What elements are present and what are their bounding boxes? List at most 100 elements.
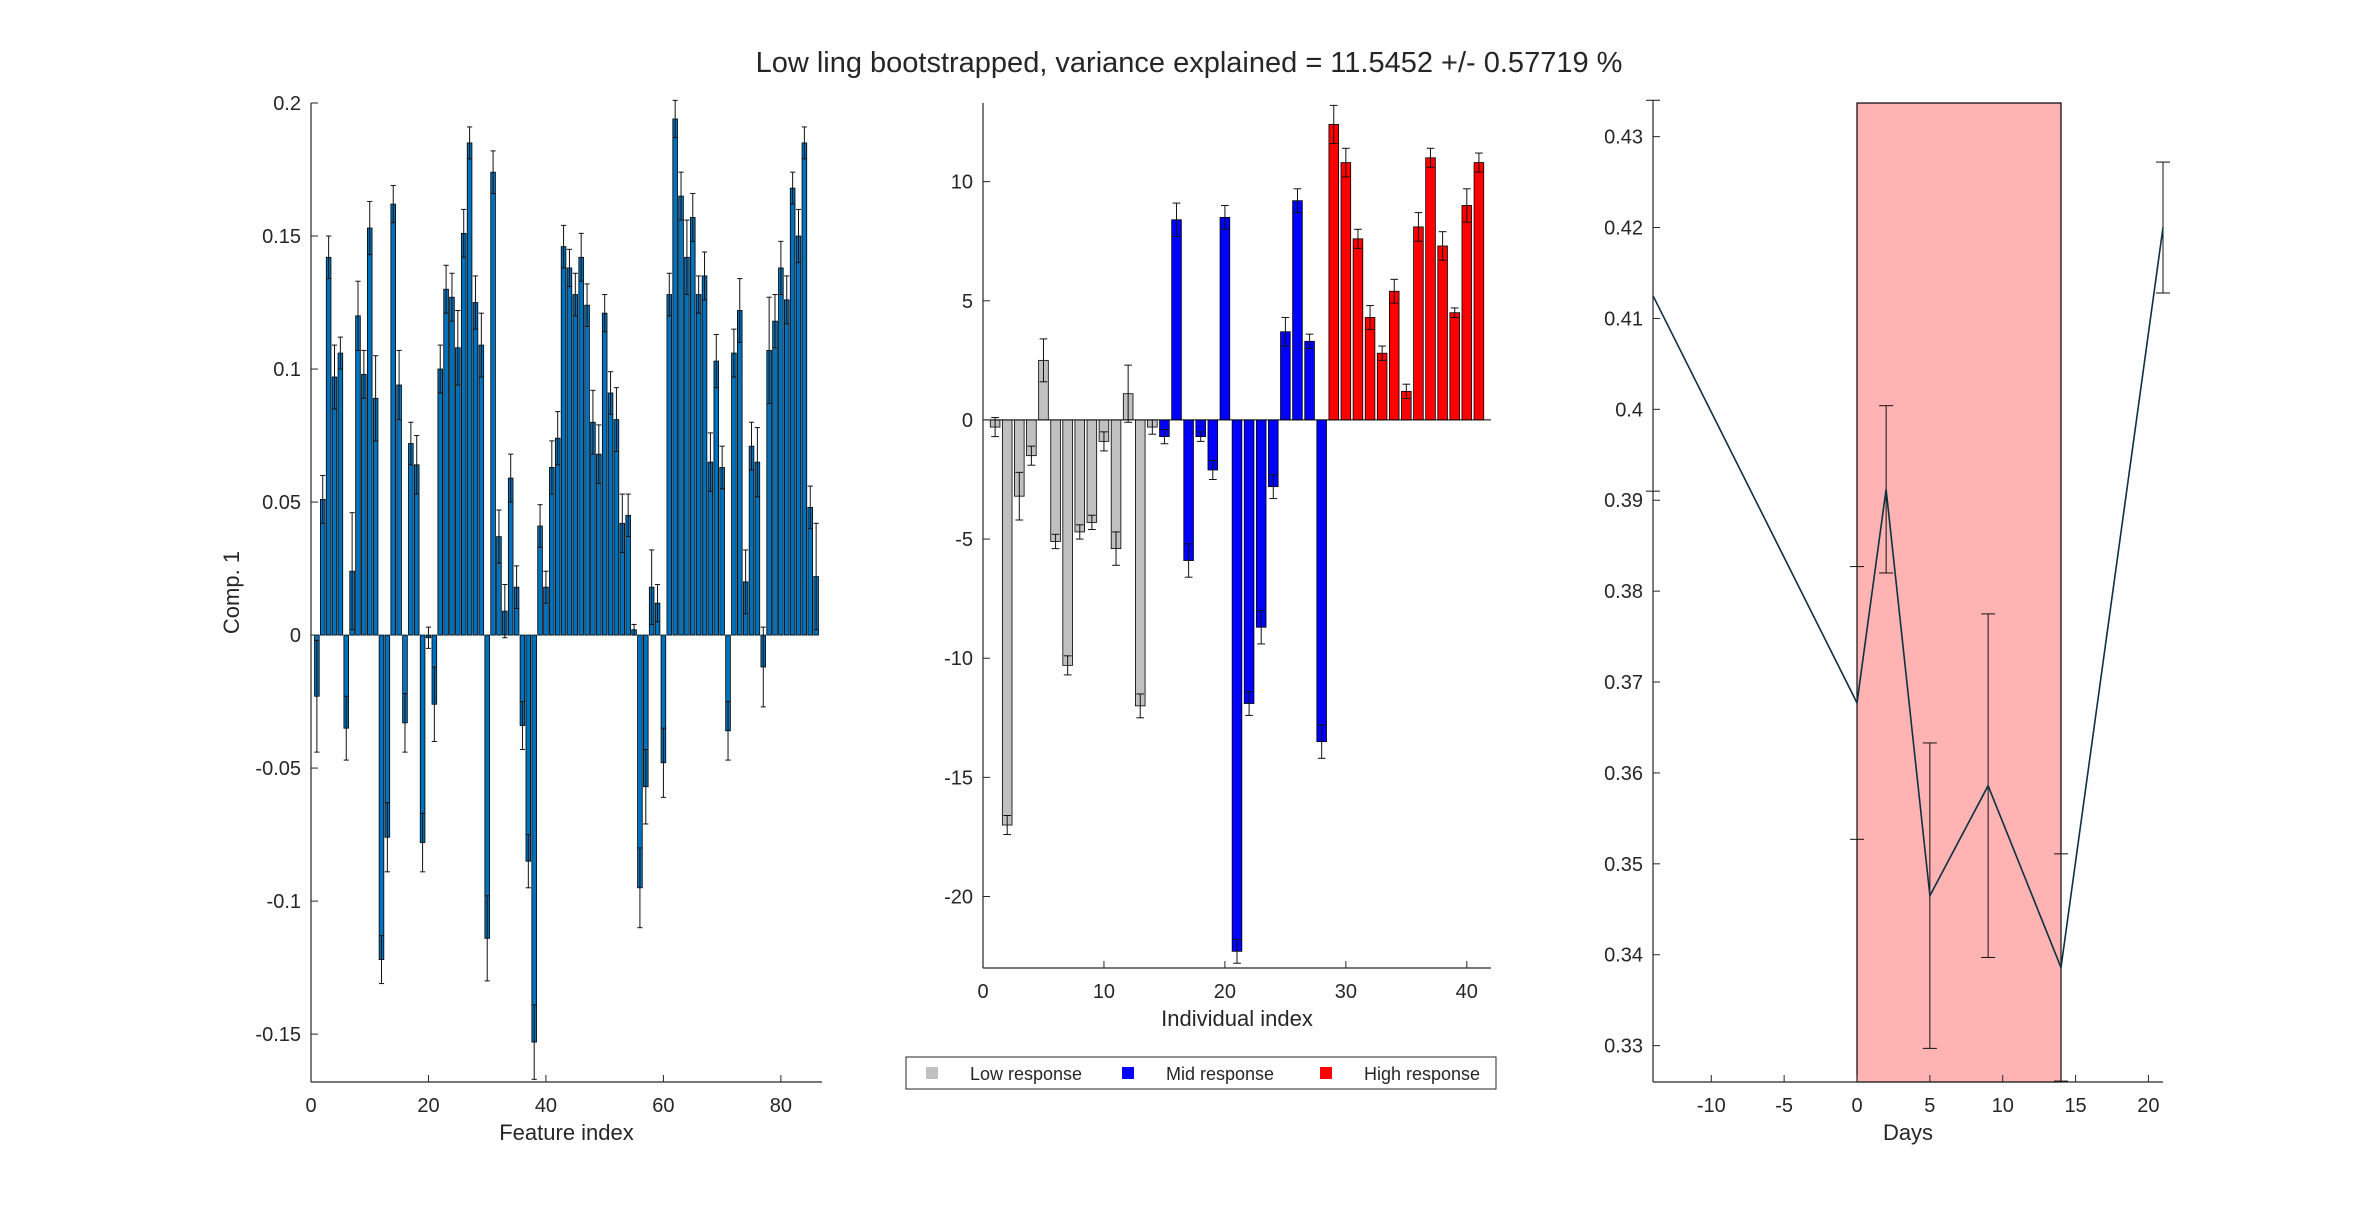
feature-bar xyxy=(666,294,673,636)
legend-label: High response xyxy=(1364,1064,1480,1084)
x-tick-label: 20 xyxy=(2137,1095,2159,1117)
x-axis-label: Feature index xyxy=(499,1120,634,1145)
individual-bar xyxy=(1340,162,1352,421)
individual-bar xyxy=(1425,157,1436,421)
x-tick-label: 40 xyxy=(535,1095,557,1117)
feature-bar xyxy=(455,347,461,636)
days-timecourse-panel: 0.33 0.34 0.35 0.36 0.37 0.38 0.39 0.4 0.41 0.42 0… xyxy=(1604,99,2170,1145)
feature-bar xyxy=(719,467,725,636)
individual-bar xyxy=(1062,419,1073,666)
legend-swatch xyxy=(1320,1067,1332,1079)
individual-bar xyxy=(1364,317,1376,421)
y-tick-label: 0.05 xyxy=(262,492,301,514)
y-tick-label: 10 xyxy=(951,172,973,194)
y-tick-label: 0.2 xyxy=(273,93,301,115)
legend-label: Mid response xyxy=(1166,1064,1274,1084)
feature-bar xyxy=(748,445,755,636)
feature-bar xyxy=(578,256,584,636)
feature-bar xyxy=(713,360,720,636)
feature-bar xyxy=(695,294,702,636)
y-axis-label: Comp. 1 xyxy=(219,551,244,634)
x-axis-label: Individual index xyxy=(1161,1006,1313,1031)
feature-bar xyxy=(778,267,784,636)
x-axis-label: Days xyxy=(1883,1120,1933,1145)
legend-swatch xyxy=(926,1067,938,1079)
feature-bar xyxy=(478,344,485,636)
x-tick-label: 20 xyxy=(417,1095,439,1117)
y-tick-label: 0 xyxy=(290,625,301,647)
x-tick-label: 40 xyxy=(1456,981,1478,1003)
feature-bar xyxy=(678,195,684,636)
individual-bar xyxy=(1110,419,1122,550)
individual-bar xyxy=(1328,124,1340,421)
feature-bar xyxy=(419,634,426,843)
y-tick-label: 0.33 xyxy=(1604,1036,1643,1058)
feature-bar xyxy=(607,392,614,636)
feature-bar xyxy=(801,142,808,636)
individual-bar xyxy=(1001,419,1013,826)
individual-bar xyxy=(1074,419,1086,533)
feature-bar xyxy=(484,634,490,939)
feature-bar xyxy=(460,232,467,636)
y-tick-label: 0.1 xyxy=(273,359,301,381)
x-tick-label: 60 xyxy=(652,1095,674,1117)
y-tick-label: -20 xyxy=(944,887,973,909)
individual-bar xyxy=(1219,216,1231,421)
feature-bar xyxy=(337,352,344,636)
feature-bar xyxy=(390,203,396,636)
legend-box xyxy=(905,1056,1497,1090)
x-tick-label: 20 xyxy=(1214,981,1236,1003)
feature-bar xyxy=(672,118,678,636)
y-tick-label: -0.15 xyxy=(255,1024,301,1046)
x-tick-label: 0 xyxy=(977,981,988,1003)
individual-bar xyxy=(1316,419,1327,743)
individual-bar xyxy=(1135,419,1146,707)
feature-bar xyxy=(361,373,367,636)
feature-bar xyxy=(701,275,708,636)
y-tick-label: 0.35 xyxy=(1604,854,1643,876)
individual-scores-panel: -20 -15 -10 -5 0 5 10 0 10 20 30 40 Individual index xyxy=(944,103,1491,1031)
y-tick-label: 0.15 xyxy=(262,226,301,248)
feature-bar xyxy=(331,376,338,636)
y-tick-label: 0.39 xyxy=(1604,490,1643,512)
feature-bar xyxy=(466,142,473,636)
series-line xyxy=(1652,227,2164,971)
x-tick-label: -5 xyxy=(1775,1095,1793,1117)
feature-bar xyxy=(490,171,496,636)
x-tick-label: 5 xyxy=(1924,1095,1935,1117)
y-tick-label: 0.42 xyxy=(1604,218,1643,240)
individual-bar xyxy=(1413,226,1424,421)
individual-bar xyxy=(1292,200,1303,421)
y-tick-label: -5 xyxy=(955,529,973,551)
y-tick-label: 0.36 xyxy=(1604,763,1643,785)
individual-bar xyxy=(1376,352,1388,421)
x-tick-label: 10 xyxy=(1992,1095,2014,1117)
feature-bar xyxy=(443,288,449,636)
feature-bar xyxy=(355,315,361,636)
feature-bar xyxy=(378,634,385,961)
feature-bar xyxy=(731,352,737,636)
feature-bar xyxy=(772,320,778,636)
feature-bar xyxy=(560,246,567,636)
feature-bar xyxy=(531,634,537,1043)
feature-bar xyxy=(554,437,561,636)
feature-bar xyxy=(325,256,332,636)
x-tick-label: 10 xyxy=(1093,981,1115,1003)
individual-bar xyxy=(1461,205,1473,421)
individual-bar xyxy=(1086,419,1098,523)
individual-bar xyxy=(1050,419,1061,542)
y-tick-label: 0.4 xyxy=(1615,399,1643,421)
figure-title: Low ling bootstrapped, variance explaine… xyxy=(756,47,1623,79)
individual-bar xyxy=(1171,219,1182,421)
legend-label: Low response xyxy=(970,1064,1082,1084)
y-tick-label: 0.41 xyxy=(1604,308,1643,330)
feature-bar xyxy=(472,302,479,636)
feature-bar xyxy=(408,443,414,636)
feature-bar xyxy=(366,227,373,636)
feature-bar xyxy=(396,384,402,636)
y-tick-label: -0.1 xyxy=(267,891,301,913)
feature-bar xyxy=(584,304,590,636)
feature-bar xyxy=(684,256,690,636)
y-tick-label: -0.05 xyxy=(255,758,301,780)
